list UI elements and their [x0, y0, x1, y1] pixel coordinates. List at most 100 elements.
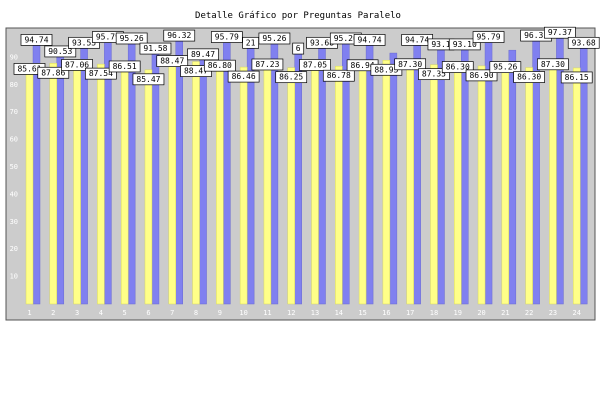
chart-title: Detalle Gráfico por Preguntas Paralelo	[195, 11, 401, 21]
bar-series-2	[192, 61, 200, 305]
x-tick-label: 1	[27, 309, 31, 317]
bar-series-1	[56, 55, 65, 305]
data-label-box	[156, 55, 189, 67]
bar-series-2	[454, 67, 462, 305]
data-label: 87.54	[89, 69, 113, 78]
data-label: 88.95	[374, 65, 398, 74]
data-label-box	[353, 34, 386, 46]
data-label: 87.05	[303, 60, 327, 69]
data-label-box	[115, 32, 148, 45]
data-label: 88.47	[184, 67, 208, 76]
bar-series-2	[335, 65, 343, 305]
bar-series-1	[461, 48, 469, 305]
data-label: 93.1	[431, 40, 450, 49]
x-tick-label: 8	[194, 309, 198, 317]
x-tick-label: 21	[501, 309, 509, 317]
bar-series-2	[477, 65, 486, 305]
bar-series-2	[144, 69, 153, 305]
bar-series-1	[389, 52, 398, 305]
y-axis: 10 20 30 40 50 60 70 80 90	[10, 53, 18, 280]
data-label-box	[108, 60, 141, 73]
data-label-box	[441, 61, 474, 73]
y-tick-label: 30	[10, 218, 18, 226]
x-tick-label: 24	[572, 309, 580, 317]
bar-series-1	[318, 47, 326, 305]
bar-series-2	[97, 63, 105, 305]
bar-series-1	[104, 41, 112, 305]
data-label-box	[472, 31, 505, 43]
data-label-box	[203, 59, 236, 72]
bar-series-2	[572, 67, 581, 305]
x-tick-label: 10	[239, 309, 247, 317]
bar-series-2	[120, 66, 129, 305]
data-label: 87.86	[41, 68, 65, 77]
data-label: 86.78	[327, 71, 351, 80]
x-tick-label: 20	[477, 309, 485, 317]
x-axis: 1 2 3 4 5 6 7 8 9 10 11 12 13 14 15 16 17 18 19 20 21 22 23 24	[27, 309, 581, 317]
data-label-box	[567, 36, 600, 49]
data-label-box	[489, 61, 522, 73]
data-label-box	[544, 26, 576, 39]
data-label: 86.90	[469, 71, 493, 80]
data-label-box	[448, 38, 481, 51]
data-label: 86.30	[517, 73, 541, 82]
bar-series-1	[246, 47, 255, 305]
data-label: 95.26	[120, 34, 144, 43]
data-label: 94.74	[24, 35, 48, 44]
bar-series-2	[549, 64, 557, 305]
data-label: 95.79	[476, 33, 500, 42]
bar-series-1	[32, 44, 41, 305]
data-label: 94.74	[405, 35, 429, 44]
data-label: 95.26	[493, 63, 517, 72]
x-tick-label: 12	[287, 309, 295, 317]
bar-series-2	[25, 69, 34, 305]
data-label-box	[61, 59, 93, 71]
bar-series-1	[175, 39, 183, 305]
data-label: 87.06	[65, 60, 89, 69]
data-label: 86.46	[232, 72, 256, 81]
data-label-box	[275, 71, 308, 84]
bar-series-1	[365, 44, 374, 305]
bar-series-2	[311, 65, 319, 305]
data-label: 87.30	[541, 60, 565, 69]
y-tick-label: 10	[10, 273, 18, 281]
data-label: 94.74	[358, 35, 382, 44]
bar-series-1	[579, 47, 588, 305]
data-label: 93.10	[453, 40, 477, 49]
data-label-box	[394, 58, 427, 71]
bar-series-2	[430, 64, 438, 305]
bar-series-2	[287, 67, 295, 305]
data-label: 97.37	[548, 28, 572, 37]
x-tick-label: 5	[123, 309, 127, 317]
data-label-box	[299, 59, 331, 71]
data-label-box	[139, 42, 172, 55]
x-tick-label: 16	[382, 309, 390, 317]
data-label-box	[20, 34, 53, 46]
bar-series-2	[49, 63, 58, 305]
data-label: 95.26	[334, 34, 358, 43]
data-label: 87.23	[255, 60, 279, 69]
data-label: 85.61	[17, 64, 41, 73]
y-tick-label: 70	[10, 108, 18, 116]
bar-series-2	[406, 64, 414, 305]
bar-series-2	[216, 65, 224, 305]
x-tick-label: 18	[430, 309, 438, 317]
bar-series-1	[508, 49, 517, 305]
data-label: 88.47	[160, 57, 184, 66]
bar-series-1	[80, 47, 88, 305]
data-labels: 94.74 85.61 90.53 87.86 93.53 87.06 95.79 87.54…	[13, 26, 600, 86]
data-label: 86.51	[113, 62, 137, 71]
bar-series-2	[501, 67, 510, 305]
x-tick-label: 23	[549, 309, 557, 317]
data-label: 95.79	[215, 33, 239, 42]
data-label: 86.30	[446, 63, 470, 72]
y-tick-label: 60	[10, 136, 18, 144]
x-tick-label: 22	[525, 309, 533, 317]
data-label: 87.30	[398, 60, 422, 69]
data-label-box	[322, 69, 355, 82]
data-label: 85.47	[136, 75, 160, 84]
data-label: 95.79	[96, 33, 120, 42]
data-label: 93.68	[310, 38, 334, 47]
bar-series-2	[73, 65, 81, 305]
